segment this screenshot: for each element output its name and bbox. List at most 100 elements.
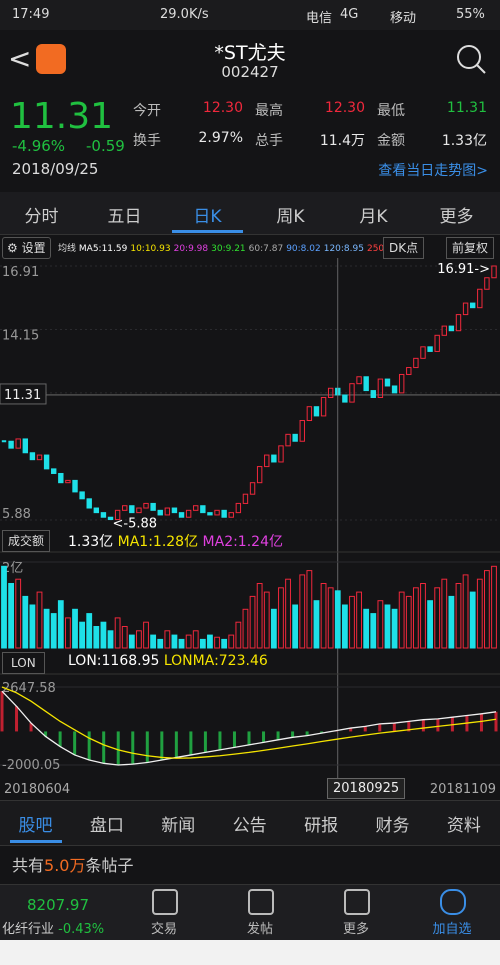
date-start: 20180604 xyxy=(4,782,71,797)
volume-bar xyxy=(299,574,306,649)
volume-bar xyxy=(235,621,242,649)
news-tab[interactable]: 财务 xyxy=(375,816,410,836)
candle xyxy=(448,325,455,332)
candle xyxy=(157,509,163,516)
news-tabs xyxy=(0,800,500,846)
volume-bar xyxy=(86,613,93,649)
action-label[interactable]: 交易 xyxy=(150,922,177,937)
candle xyxy=(171,507,178,514)
volume-bar xyxy=(405,595,412,649)
lon-bar xyxy=(291,731,295,738)
stat-value: 2.97% xyxy=(198,130,243,146)
volume-bar xyxy=(341,604,348,649)
candle xyxy=(107,516,114,521)
lon-legend: LON:1168.95 LONMA:723.46 xyxy=(68,653,268,669)
news-tab[interactable]: 资料 xyxy=(446,816,481,836)
candle xyxy=(178,512,185,518)
period-tab[interactable]: 日K xyxy=(193,207,222,227)
date-cursor: 20180925 xyxy=(327,778,406,799)
period-tab[interactable]: 周K xyxy=(276,207,305,227)
candle xyxy=(122,505,128,511)
lon-bar xyxy=(29,723,33,732)
lon-bar xyxy=(349,728,353,732)
lonma-line xyxy=(1,686,497,759)
stat-value: 1.33亿 xyxy=(441,133,487,149)
volume-bar xyxy=(398,591,405,649)
period-tab[interactable]: 月K xyxy=(359,207,388,227)
candle xyxy=(36,454,43,461)
action-icon[interactable] xyxy=(440,889,466,915)
action-icon[interactable] xyxy=(152,889,178,915)
volume-bar xyxy=(242,608,249,649)
volume-bar xyxy=(72,608,78,649)
lon-bar xyxy=(305,731,309,736)
volume-bar xyxy=(15,578,22,649)
news-tab[interactable]: 股吧 xyxy=(18,816,53,836)
candle xyxy=(477,288,483,309)
lon-bar xyxy=(102,731,106,764)
volume-value: 1.33亿 xyxy=(68,534,114,550)
sector-name[interactable]: 化纤行业 -0.43% xyxy=(2,918,104,937)
lon-bar xyxy=(334,730,338,732)
high-label: 16.91-> xyxy=(437,262,490,277)
back-button[interactable]: < xyxy=(8,42,32,75)
ma-value: 120:8.95 xyxy=(323,244,364,254)
news-tab[interactable]: 公告 xyxy=(232,816,267,836)
lon-bar xyxy=(131,731,135,765)
intraday-link[interactable]: 查看当日走势图> xyxy=(378,163,488,179)
post-number: 5.0万 xyxy=(44,856,86,875)
candle xyxy=(29,452,36,461)
period-tab[interactable]: 五日 xyxy=(107,207,142,227)
candle xyxy=(306,406,313,422)
volume-bar xyxy=(427,600,433,649)
last-price-box xyxy=(0,383,47,405)
volume-bar xyxy=(306,570,313,649)
volume-bar xyxy=(469,591,476,649)
lon-bar xyxy=(232,731,236,748)
sector-index[interactable]: 8207.97 xyxy=(26,896,90,914)
candle xyxy=(434,334,440,352)
volume-bar xyxy=(171,634,178,649)
dk-button[interactable]: DK点 xyxy=(383,237,425,259)
action-label[interactable]: 加自选 xyxy=(432,922,472,937)
news-tab[interactable]: 盘口 xyxy=(89,816,124,836)
lon-bar xyxy=(203,731,207,753)
news-tab[interactable]: 新闻 xyxy=(161,816,196,836)
change: -0.59 xyxy=(86,137,125,155)
candle xyxy=(342,394,348,403)
volume-bar xyxy=(143,621,149,649)
post-prefix: 共有 xyxy=(12,856,45,875)
candle xyxy=(356,376,362,385)
stat-label: 最高 xyxy=(255,103,283,119)
volume-bar xyxy=(207,634,213,649)
adjust-button[interactable]: 前复权 xyxy=(446,237,495,259)
candle xyxy=(8,440,14,449)
volume-bar xyxy=(178,638,185,649)
lonma-value: LONMA:723.46 xyxy=(163,653,268,669)
stat-value: 11.31 xyxy=(446,100,487,116)
stat-label: 今开 xyxy=(133,103,161,119)
candle xyxy=(413,357,419,369)
stat-value: 12.30 xyxy=(202,100,243,116)
action-label[interactable]: 发帖 xyxy=(246,922,273,937)
candle xyxy=(93,507,100,514)
settings-button[interactable]: ⚙ 设置 xyxy=(2,237,51,259)
action-icon[interactable] xyxy=(248,889,274,915)
volume-bar xyxy=(420,583,426,649)
period-tab[interactable]: 分时 xyxy=(24,207,59,227)
period-tab[interactable]: 更多 xyxy=(439,207,474,227)
volume-bar xyxy=(228,634,235,649)
y-tick-label: -2000.05 xyxy=(2,758,60,773)
y-tick-label: 11.40 xyxy=(2,392,39,407)
lon-bar xyxy=(450,717,454,732)
candle xyxy=(221,509,227,518)
lon-bar xyxy=(407,721,411,732)
action-icon[interactable] xyxy=(344,889,370,915)
change-pct: -4.96% xyxy=(12,137,66,155)
volume-bar xyxy=(462,574,469,649)
news-tab[interactable]: 研报 xyxy=(304,816,339,836)
carrier: 电信 xyxy=(306,11,333,26)
volume-bar xyxy=(249,595,256,649)
action-label[interactable]: 更多 xyxy=(342,922,369,937)
candle xyxy=(214,509,220,516)
